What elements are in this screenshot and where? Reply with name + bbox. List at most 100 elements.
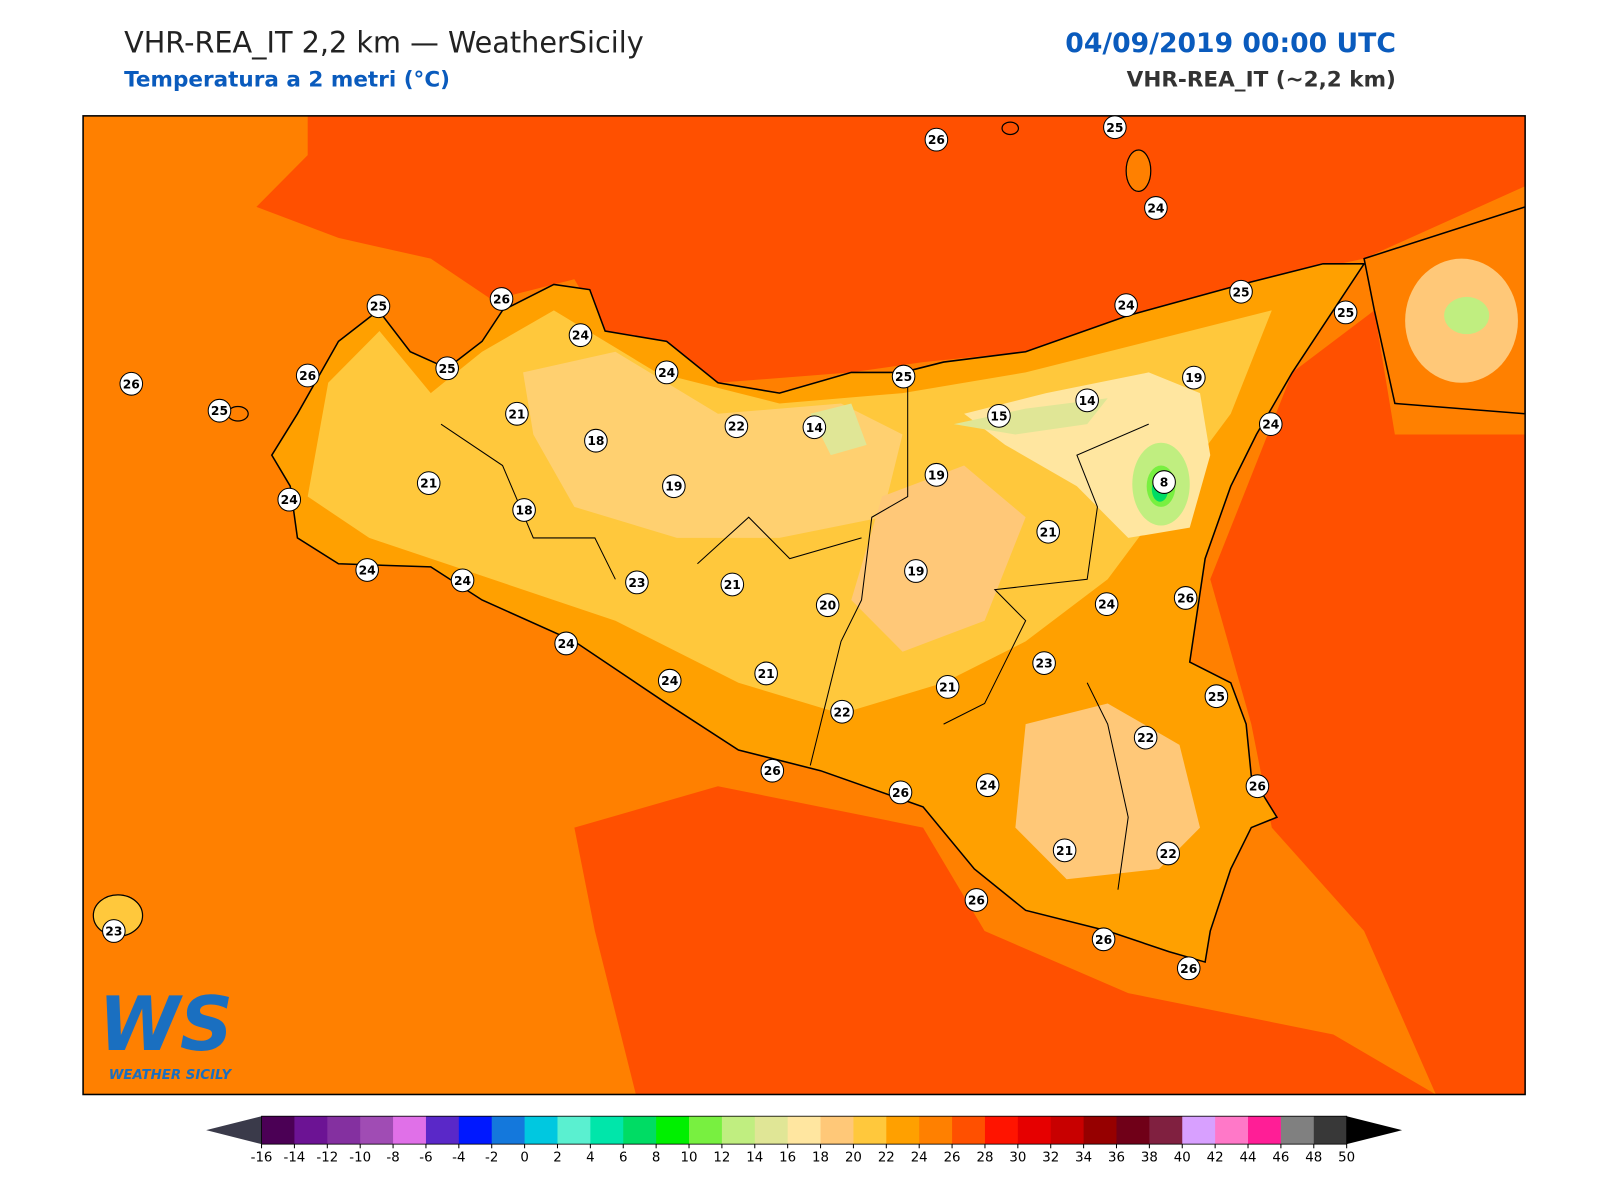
colorbar-tick-label: -2 xyxy=(485,1151,498,1166)
colorbar-bin xyxy=(1215,1116,1249,1145)
colorbar-tick-label: 36 xyxy=(1108,1151,1125,1166)
colorbar-tick-label: 18 xyxy=(812,1151,829,1166)
station-marker xyxy=(975,773,1000,798)
station-marker xyxy=(1156,841,1180,866)
station: 25 xyxy=(1204,684,1229,709)
map-frame xyxy=(82,115,1526,1096)
colorbar-tick-label: 48 xyxy=(1305,1151,1322,1166)
warm-sea xyxy=(1210,310,1526,1095)
colorbar-bin xyxy=(1280,1116,1315,1145)
colorbar-tick-label: -4 xyxy=(452,1151,465,1166)
station-marker xyxy=(924,127,949,152)
station: 25 xyxy=(1103,115,1127,140)
colorbar-tick-label: 46 xyxy=(1272,1151,1289,1166)
station-marker xyxy=(277,487,302,512)
station-marker xyxy=(355,558,379,582)
colorbar-bin xyxy=(425,1116,460,1145)
colorbar-tick-label: -16 xyxy=(251,1151,273,1166)
station: 25 xyxy=(207,398,232,423)
station-value: 25 xyxy=(439,362,456,376)
station-value: 24 xyxy=(1147,201,1165,215)
station: 19 xyxy=(662,474,686,499)
station: 25 xyxy=(1333,300,1358,325)
colorbar-tick-label: 16 xyxy=(779,1151,796,1166)
station-value: 26 xyxy=(892,786,909,800)
colorbar-bin xyxy=(524,1116,558,1145)
station-marker xyxy=(1075,388,1099,413)
station-value: 25 xyxy=(895,370,912,384)
station-value: 22 xyxy=(728,420,745,434)
station-value: 26 xyxy=(493,292,510,306)
station-marker xyxy=(924,462,949,487)
colorbar-bin xyxy=(984,1116,1019,1145)
station: 25 xyxy=(1229,279,1253,304)
station-marker xyxy=(1152,470,1176,494)
station-marker xyxy=(1036,519,1060,544)
station-marker xyxy=(584,428,608,453)
station-marker xyxy=(119,371,144,396)
station-marker xyxy=(489,287,514,311)
colorbar-bin xyxy=(754,1116,789,1145)
station-value: 23 xyxy=(1036,657,1053,671)
colorbar-bin xyxy=(1116,1116,1150,1145)
station-value: 26 xyxy=(123,377,140,391)
station-value: 23 xyxy=(105,925,122,939)
colorbar-bin xyxy=(952,1116,986,1145)
station-marker xyxy=(724,414,749,439)
station-value: 24 xyxy=(1262,418,1280,432)
station: 24 xyxy=(1094,592,1119,617)
colorbar-tick-label: 38 xyxy=(1141,1151,1158,1166)
station: 22 xyxy=(724,414,749,439)
colorbar-tick-label: -14 xyxy=(284,1151,306,1166)
colorbar-bin xyxy=(919,1116,953,1145)
station-marker xyxy=(1333,300,1358,325)
station-value: 22 xyxy=(833,705,850,719)
station-value: 24 xyxy=(979,779,997,793)
station: 21 xyxy=(720,572,745,597)
station-marker xyxy=(1176,956,1201,981)
colorbar-tick-label: 24 xyxy=(911,1151,928,1166)
colorbar-tick-label: -8 xyxy=(386,1151,399,1166)
colorbar-tick-label: 32 xyxy=(1042,1151,1059,1166)
station-value: 14 xyxy=(1079,394,1097,408)
station: 15 xyxy=(987,403,1011,428)
station-marker xyxy=(754,661,778,686)
station-marker xyxy=(366,294,391,319)
station-marker xyxy=(505,401,529,426)
colorbar-bin xyxy=(393,1116,427,1145)
colorbar-under xyxy=(206,1116,262,1145)
station-marker xyxy=(1103,115,1127,140)
colorbar-over xyxy=(1346,1116,1403,1145)
station-value: 20 xyxy=(819,599,837,613)
station-marker xyxy=(1032,651,1056,675)
colorbar-bin xyxy=(787,1116,822,1145)
colorbar-tick-label: -6 xyxy=(419,1151,432,1166)
station: 24 xyxy=(975,773,1000,798)
station-marker xyxy=(1229,279,1253,304)
station: 23 xyxy=(1032,651,1056,675)
station-marker xyxy=(102,919,126,943)
station: 26 xyxy=(295,363,320,388)
station-value: 24 xyxy=(658,366,676,380)
colorbar-bin xyxy=(1050,1116,1085,1145)
colorbar-bin xyxy=(590,1116,624,1145)
station-value: 24 xyxy=(572,329,590,343)
station-marker xyxy=(435,356,459,381)
station-value: 21 xyxy=(939,680,956,694)
station: 22 xyxy=(830,699,854,724)
station: 19 xyxy=(904,559,928,583)
colorbar-tick-label: 2 xyxy=(553,1151,561,1166)
colorbar-bin xyxy=(1149,1116,1183,1145)
madonie-cold xyxy=(810,403,867,456)
station-value: 24 xyxy=(558,637,576,651)
station: 22 xyxy=(1156,841,1180,866)
colorbar-tick-label: 50 xyxy=(1338,1151,1355,1166)
station: 24 xyxy=(1258,412,1283,437)
station-value: 19 xyxy=(1185,371,1202,385)
station: 26 xyxy=(119,371,144,396)
colorbar: -16 -14 -12 -10 -8 -6 -4 -2 0 2 4 6 8 10 12 14 16 18 20 22 2… xyxy=(206,1115,1403,1166)
station: 20 xyxy=(815,593,840,618)
station-value: 8 xyxy=(1160,476,1169,490)
